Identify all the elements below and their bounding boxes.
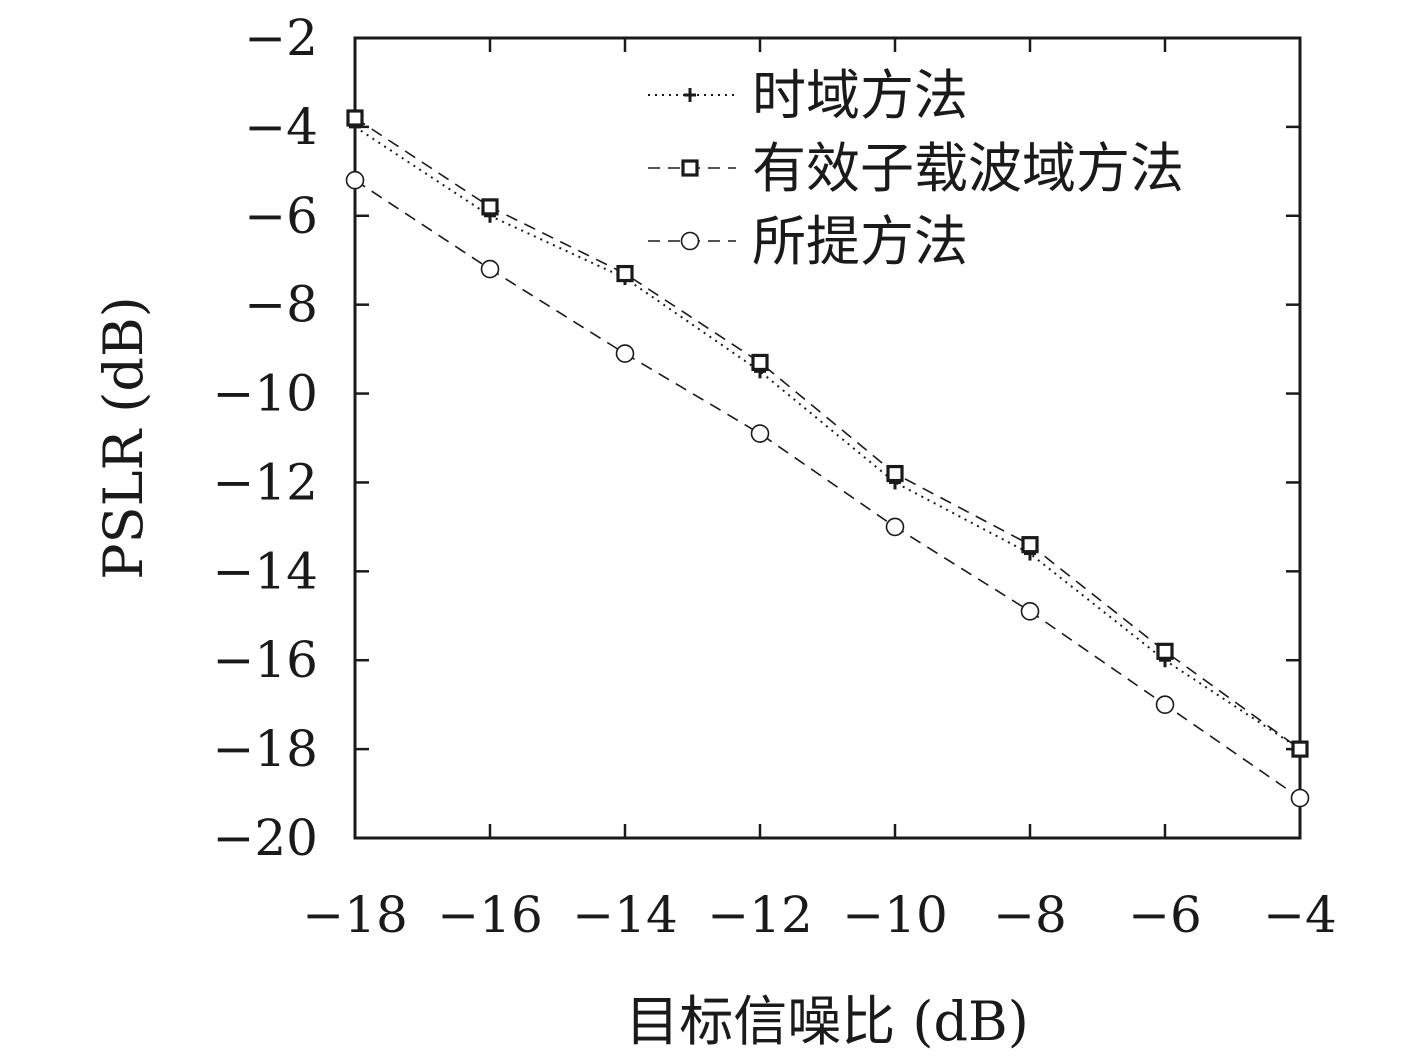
y-tick-label: −16 [212, 631, 318, 689]
legend-entry-proposed: 所提方法 [648, 210, 968, 273]
point-effective-subcarrier-square-marker [616, 264, 634, 283]
legend-proposed-circle-marker [680, 231, 700, 251]
x-tick-label: −6 [1128, 886, 1202, 944]
x-tick-label: −12 [707, 886, 813, 944]
point-proposed-circle-marker [885, 517, 905, 537]
y-tick-label: −8 [244, 276, 318, 334]
legend-time-domain-plus-marker [684, 88, 696, 102]
point-proposed-circle-marker [1020, 602, 1040, 621]
point-effective-subcarrier-square-marker [1156, 642, 1174, 660]
legend-label-time-domain: 时域方法 [752, 64, 968, 127]
point-proposed-circle-marker [615, 344, 635, 363]
plot-frame [353, 36, 1302, 840]
x-tick-label: −4 [1263, 886, 1337, 944]
x-tick-label: −16 [437, 886, 543, 944]
series-line-proposed [354, 179, 1301, 799]
point-effective-subcarrier-square-marker [346, 109, 364, 127]
legend-label-effective-subcarrier: 有效子载波域方法 [752, 137, 1184, 200]
x-tick-label: −18 [302, 886, 408, 944]
legend-entry-effective-subcarrier: 有效子载波域方法 [648, 137, 1184, 200]
legend-entry-time-domain: 时域方法 [648, 64, 968, 127]
point-proposed-circle-marker [345, 170, 365, 190]
series-effective-subcarrier [346, 109, 1309, 758]
point-effective-subcarrier-square-marker [1291, 740, 1309, 758]
point-proposed-circle-marker [1155, 695, 1175, 714]
y-tick-label: −6 [244, 187, 318, 245]
y-tick-label: −2 [244, 9, 318, 67]
point-proposed-circle-marker [480, 259, 500, 279]
series-layer [345, 109, 1310, 808]
x-tick-label: −10 [842, 886, 948, 944]
y-tick-label: −12 [212, 453, 318, 511]
series-line-time-domain [354, 126, 1301, 750]
point-proposed-circle-marker [750, 424, 770, 443]
series-line-effective-subcarrier [354, 117, 1301, 750]
x-tick-label: −8 [993, 886, 1067, 944]
y-tick-label: −18 [212, 720, 318, 778]
y-axis-label: PSLR (dB) [92, 296, 155, 579]
legend-effective-subcarrier-square-marker [681, 159, 699, 177]
series-proposed [345, 170, 1310, 808]
y-tick-label: −4 [244, 98, 318, 156]
x-tick-label: −14 [572, 886, 678, 944]
y-tick-label: −14 [212, 542, 318, 600]
axis-ticks: −18 −16 −14 −12 −10 −8 −6 −4−20−18−16−14−12−10−… [212, 9, 1336, 944]
point-proposed-circle-marker [1290, 788, 1310, 808]
y-tick-label: −10 [212, 365, 318, 423]
x-axis-label: 目标信噪比 (dB) [625, 990, 1029, 1053]
point-effective-subcarrier-square-marker [481, 198, 499, 216]
legend-label-proposed: 所提方法 [752, 210, 968, 273]
y-tick-label: −20 [212, 809, 318, 867]
point-effective-subcarrier-square-marker [1021, 536, 1039, 554]
point-effective-subcarrier-square-marker [751, 353, 769, 372]
point-effective-subcarrier-square-marker [886, 464, 904, 483]
